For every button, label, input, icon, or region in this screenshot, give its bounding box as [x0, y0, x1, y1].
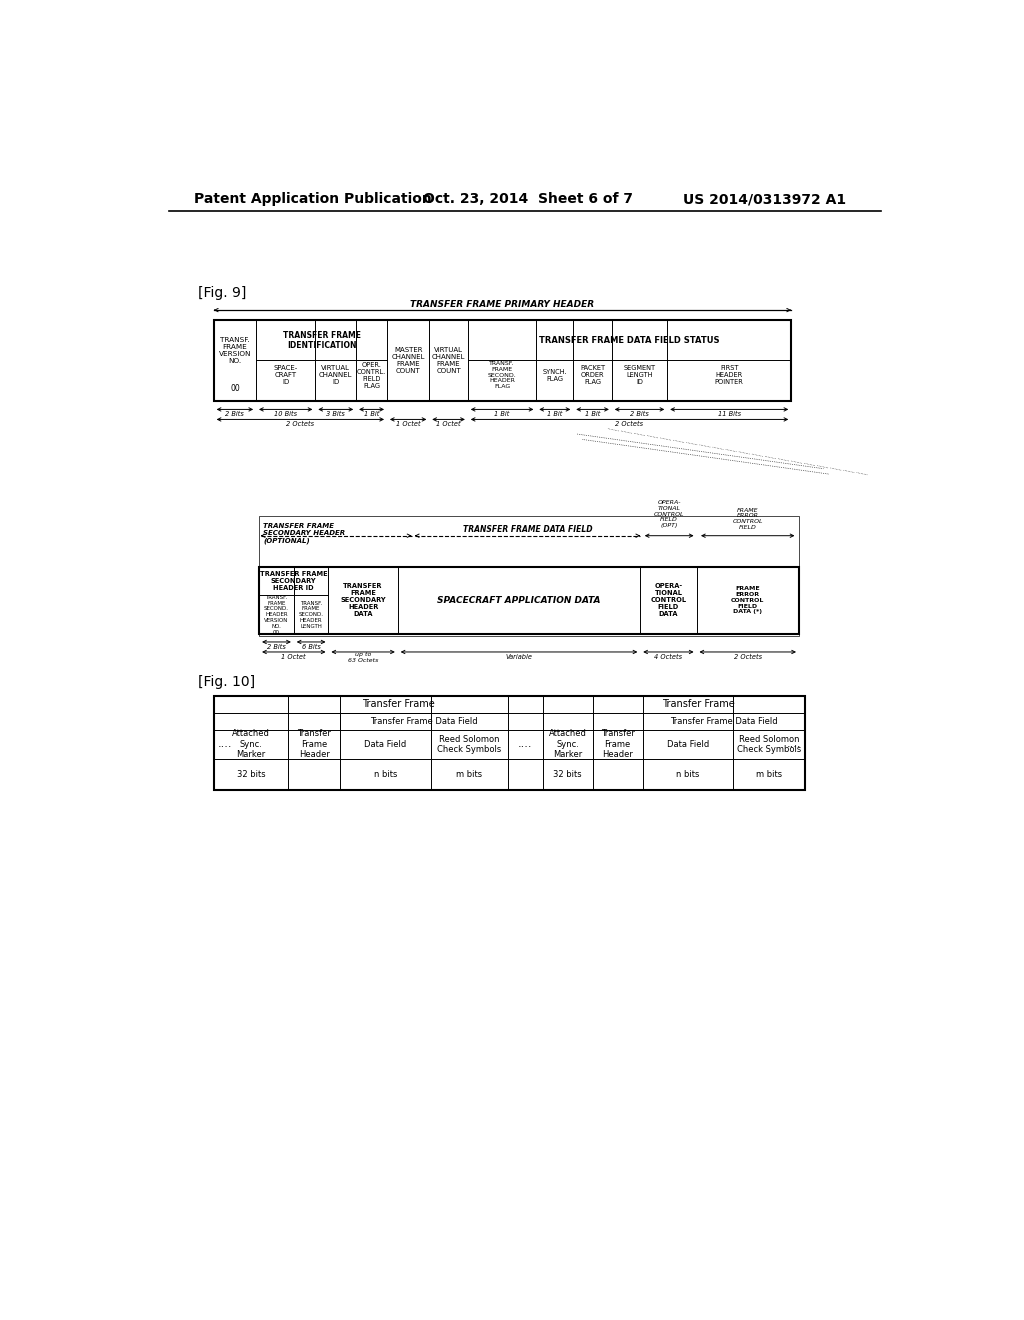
- Bar: [259, 516, 799, 636]
- Text: Transfer
Frame
Header: Transfer Frame Header: [297, 730, 331, 759]
- Text: TRANSFER FRAME PRIMARY HEADER: TRANSFER FRAME PRIMARY HEADER: [411, 300, 595, 309]
- Bar: [214, 321, 792, 401]
- Text: Attached
Sync.
Marker: Attached Sync. Marker: [232, 730, 270, 759]
- Text: 2 Bits: 2 Bits: [225, 411, 245, 417]
- Text: Data Field: Data Field: [667, 739, 710, 748]
- Text: n bits: n bits: [677, 770, 699, 779]
- Bar: [214, 696, 805, 789]
- Text: TRANSFER
FRAME
SECONDARY
HEADER
DATA: TRANSFER FRAME SECONDARY HEADER DATA: [340, 583, 386, 618]
- Text: 1 Bit: 1 Bit: [585, 411, 600, 417]
- Text: SPACE-
CRAFT
ID: SPACE- CRAFT ID: [273, 366, 298, 385]
- Text: Reed Solomon
Check Symbols: Reed Solomon Check Symbols: [737, 734, 802, 754]
- Text: ....: ....: [786, 739, 801, 750]
- Text: VIRTUAL
CHANNEL
ID: VIRTUAL CHANNEL ID: [319, 366, 352, 385]
- Text: 1 Bit: 1 Bit: [495, 411, 510, 417]
- Text: 00: 00: [230, 384, 240, 393]
- Text: m bits: m bits: [756, 770, 782, 779]
- Text: Data Field: Data Field: [365, 739, 407, 748]
- Text: 4 Octets: 4 Octets: [654, 653, 682, 660]
- Text: n bits: n bits: [374, 770, 397, 779]
- Text: US 2014/0313972 A1: US 2014/0313972 A1: [683, 193, 847, 206]
- Text: TRANSF.
FRAME
SECOND.
HEADER
LENGTH: TRANSF. FRAME SECOND. HEADER LENGTH: [299, 601, 324, 628]
- Text: TRANSF.
FRAME
SECOND.
HEADER
VERSION
NO.
00: TRANSF. FRAME SECOND. HEADER VERSION NO.…: [264, 595, 289, 635]
- Text: Variable: Variable: [506, 653, 532, 660]
- Text: TRANSFER FRAME
SECONDARY HEADER
(OPTIONAL): TRANSFER FRAME SECONDARY HEADER (OPTIONA…: [263, 523, 345, 544]
- Text: 10 Bits: 10 Bits: [274, 411, 297, 417]
- Text: 2 Bits: 2 Bits: [267, 644, 286, 649]
- Text: 2 Octets: 2 Octets: [615, 421, 643, 428]
- Text: FRAME
ERROR
CONTROL
FIELD: FRAME ERROR CONTROL FIELD: [732, 508, 763, 529]
- Text: 1 Octet: 1 Octet: [282, 653, 306, 660]
- Text: TRANSFER FRAME DATA FIELD STATUS: TRANSFER FRAME DATA FIELD STATUS: [540, 335, 720, 345]
- Text: VIRTUAL
CHANNEL
FRAME
COUNT: VIRTUAL CHANNEL FRAME COUNT: [432, 347, 465, 374]
- Text: Patent Application Publication: Patent Application Publication: [194, 193, 431, 206]
- Text: [Fig. 10]: [Fig. 10]: [199, 675, 255, 689]
- Text: SPACECRAFT APPLICATION DATA: SPACECRAFT APPLICATION DATA: [437, 595, 601, 605]
- Text: 1 Octet: 1 Octet: [436, 421, 461, 428]
- Text: 6 Bits: 6 Bits: [302, 644, 321, 649]
- Text: Transfer Frame Data Field: Transfer Frame Data Field: [370, 717, 478, 726]
- Text: Oct. 23, 2014  Sheet 6 of 7: Oct. 23, 2014 Sheet 6 of 7: [423, 193, 633, 206]
- Text: 2 Octets: 2 Octets: [287, 421, 314, 428]
- Text: 1 Octet: 1 Octet: [396, 421, 421, 428]
- Text: TRANSF.
FRAME
VERSION
NO.: TRANSF. FRAME VERSION NO.: [219, 338, 251, 364]
- Text: SYNCH.
FLAG: SYNCH. FLAG: [543, 368, 567, 381]
- Text: 11 Bits: 11 Bits: [718, 411, 740, 417]
- Text: Transfer
Frame
Header: Transfer Frame Header: [601, 730, 635, 759]
- Text: Transfer Frame: Transfer Frame: [663, 700, 735, 709]
- Text: up to
63 Octets: up to 63 Octets: [348, 652, 378, 663]
- Text: TRANSF.
FRAME
SECOND.
HEADER
FLAG: TRANSF. FRAME SECOND. HEADER FLAG: [487, 360, 516, 389]
- Text: 2 Bits: 2 Bits: [630, 411, 649, 417]
- Text: TRANSFER FRAME
IDENTIFICATION: TRANSFER FRAME IDENTIFICATION: [283, 330, 360, 350]
- Text: FIRST
HEADER
POINTER: FIRST HEADER POINTER: [715, 366, 743, 385]
- Bar: [259, 566, 799, 635]
- Text: 2 Octets: 2 Octets: [733, 653, 762, 660]
- Text: TRANSFER FRAME DATA FIELD: TRANSFER FRAME DATA FIELD: [463, 525, 592, 535]
- Text: 1 Bit: 1 Bit: [547, 411, 562, 417]
- Text: 1 Bit: 1 Bit: [364, 411, 379, 417]
- Text: TRANSFER FRAME
SECONDARY
HEADER ID: TRANSFER FRAME SECONDARY HEADER ID: [260, 570, 328, 591]
- Text: SEGMENT
LENGTH
ID: SEGMENT LENGTH ID: [624, 366, 655, 385]
- Text: MASTER
CHANNEL
FRAME
COUNT: MASTER CHANNEL FRAME COUNT: [391, 347, 425, 374]
- Text: Attached
Sync.
Marker: Attached Sync. Marker: [549, 730, 587, 759]
- Text: Reed Solomon
Check Symbols: Reed Solomon Check Symbols: [437, 734, 502, 754]
- Text: 3 Bits: 3 Bits: [327, 411, 345, 417]
- Text: FRAME
ERROR
CONTROL
FIELD
DATA (*): FRAME ERROR CONTROL FIELD DATA (*): [731, 586, 764, 615]
- Text: Transfer Frame: Transfer Frame: [361, 700, 434, 709]
- Text: m bits: m bits: [457, 770, 482, 779]
- Text: ....: ....: [518, 739, 532, 750]
- Text: [Fig. 9]: [Fig. 9]: [199, 286, 247, 300]
- Text: PACKET
ORDER
FLAG: PACKET ORDER FLAG: [580, 366, 605, 385]
- Text: 32 bits: 32 bits: [553, 770, 582, 779]
- Text: Transfer Frame Data Field: Transfer Frame Data Field: [670, 717, 777, 726]
- Text: 32 bits: 32 bits: [237, 770, 265, 779]
- Text: ....: ....: [217, 739, 232, 750]
- Text: OPERA-
TIONAL
CONTROL
FIELD
(OPT): OPERA- TIONAL CONTROL FIELD (OPT): [654, 500, 684, 528]
- Text: OPERA-
TIONAL
CONTROL
FIELD
DATA: OPERA- TIONAL CONTROL FIELD DATA: [650, 583, 686, 618]
- Text: OPER.
CONTRL.
FIELD
FLAG: OPER. CONTRL. FIELD FLAG: [357, 362, 386, 388]
